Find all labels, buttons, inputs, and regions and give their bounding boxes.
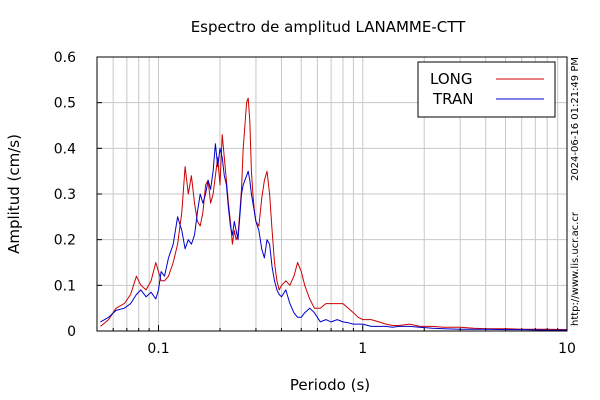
legend-label-long: LONG bbox=[430, 70, 472, 88]
y-tick-label: 0.3 bbox=[54, 187, 76, 203]
x-tick-label: 0.1 bbox=[147, 341, 169, 357]
series-lines bbox=[100, 97, 568, 331]
y-tick-label: 0.2 bbox=[54, 233, 76, 249]
legend-label-tran: TRAN bbox=[432, 90, 473, 108]
series-line-tran bbox=[100, 143, 567, 331]
x-tick-label: 1 bbox=[358, 341, 367, 357]
y-tick-label: 0.4 bbox=[54, 141, 76, 157]
x-axis-title: Periodo (s) bbox=[290, 376, 370, 394]
legend-box bbox=[417, 61, 556, 118]
y-axis-title: Amplitud (cm/s) bbox=[5, 134, 23, 254]
source-url-label: http://www.lis.ucr.ac.cr bbox=[570, 211, 581, 326]
axis-ticks: 0.1 1 10 0 0.1 0.2 0.3 0.4 0.5 0.6 bbox=[54, 50, 576, 357]
series-line-long bbox=[100, 97, 568, 331]
y-tick-label: 0.5 bbox=[54, 96, 76, 112]
legend: LONG TRAN bbox=[417, 61, 556, 118]
y-tick-label: 0.6 bbox=[54, 50, 76, 66]
timestamp-label: 2024-06-16 01:21:49 PM bbox=[570, 57, 581, 181]
x-tick-label: 10 bbox=[558, 341, 576, 357]
y-tick-label: 0 bbox=[67, 324, 76, 340]
y-tick-label: 0.1 bbox=[54, 278, 76, 294]
chart-title: Espectro de amplitud LANAMME-CTT bbox=[191, 18, 466, 36]
grid bbox=[96, 56, 567, 332]
